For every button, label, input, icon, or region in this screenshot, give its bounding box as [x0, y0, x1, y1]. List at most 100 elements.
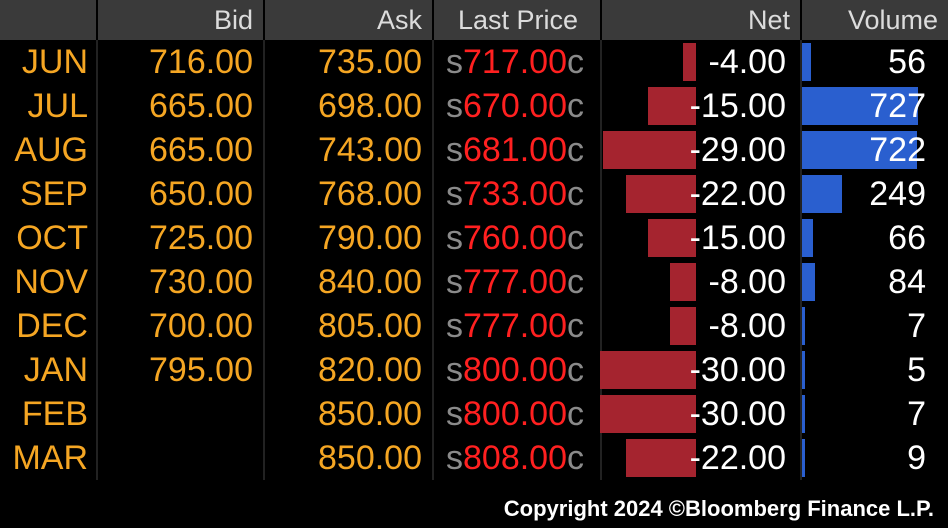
net-change-cell: -30.00: [600, 348, 802, 392]
settle-prefix: s: [446, 130, 463, 169]
last-price-cell: s733.00c: [434, 172, 602, 216]
table-row[interactable]: DEC 700.00 805.00 s777.00c -8.00 7: [0, 304, 948, 348]
volume-cell: 66: [802, 216, 948, 260]
table-row[interactable]: NOV 730.00 840.00 s777.00c -8.00 84: [0, 260, 948, 304]
net-change-bar: [683, 43, 696, 81]
last-price-cell: s777.00c: [434, 260, 602, 304]
bid-cell: [98, 436, 265, 480]
bid-cell: 716.00: [98, 40, 265, 84]
settle-prefix: s: [446, 394, 463, 433]
last-price-cell: s760.00c: [434, 216, 602, 260]
net-change-value: -22.00: [689, 174, 786, 213]
futures-quote-table: Bid Ask Last Price Net Volume JUN 716.00 7…: [0, 0, 948, 480]
last-price-value: 670.00: [463, 86, 567, 125]
volume-bar: [802, 219, 813, 257]
net-change-bar: [600, 351, 696, 389]
settle-prefix: s: [446, 218, 463, 257]
volume-value: 727: [869, 86, 926, 125]
ask-cell: 840.00: [265, 260, 434, 304]
last-price-cell: s670.00c: [434, 84, 602, 128]
volume-cell: 727: [802, 84, 948, 128]
net-change-cell: -15.00: [602, 216, 802, 260]
month-cell: JAN: [0, 348, 98, 392]
settle-prefix: s: [446, 174, 463, 213]
table-row[interactable]: JAN 795.00 820.00 s800.00c -30.00 5: [0, 348, 948, 392]
volume-bar: [802, 43, 811, 81]
bid-column-header[interactable]: Bid: [98, 0, 265, 40]
month-column-header[interactable]: [0, 0, 98, 40]
last-price-cell: s808.00c: [434, 436, 602, 480]
ask-column-header[interactable]: Ask: [265, 0, 434, 40]
month-cell: JUN: [0, 40, 98, 84]
ask-cell: 820.00: [265, 348, 434, 392]
settle-prefix: s: [446, 262, 463, 301]
net-change-cell: -22.00: [602, 436, 802, 480]
close-suffix: c: [567, 218, 584, 257]
net-change-bar: [670, 307, 696, 345]
volume-value: 7: [907, 306, 926, 345]
bid-cell: 650.00: [98, 172, 265, 216]
table-row[interactable]: AUG 665.00 743.00 s681.00c -29.00 722: [0, 128, 948, 172]
settle-prefix: s: [446, 306, 463, 345]
last-price-value: 681.00: [463, 130, 567, 169]
volume-cell: 5: [802, 348, 948, 392]
month-cell: OCT: [0, 216, 98, 260]
table-row[interactable]: MAR 850.00 s808.00c -22.00 9: [0, 436, 948, 480]
net-change-bar: [626, 175, 696, 213]
volume-cell: 84: [802, 260, 948, 304]
ask-cell: 698.00: [265, 84, 434, 128]
month-cell: MAR: [0, 436, 98, 480]
net-change-cell: -8.00: [602, 260, 802, 304]
ask-cell: 790.00: [265, 216, 434, 260]
net-change-value: -4.00: [708, 42, 787, 81]
table-row[interactable]: FEB 850.00 s800.00c -30.00 7: [0, 392, 948, 436]
net-change-cell: -4.00: [602, 40, 802, 84]
net-change-bar: [648, 87, 696, 125]
net-column-header[interactable]: Net: [602, 0, 802, 40]
net-change-cell: -29.00: [602, 128, 802, 172]
settle-prefix: s: [446, 42, 463, 81]
last-price-value: 777.00: [463, 262, 567, 301]
volume-cell: 7: [802, 304, 948, 348]
net-change-value: -8.00: [708, 306, 787, 345]
volume-bar: [802, 395, 805, 433]
close-suffix: c: [567, 86, 584, 125]
month-cell: JUL: [0, 84, 98, 128]
ask-cell: 850.00: [265, 392, 434, 436]
close-suffix: c: [567, 174, 584, 213]
net-change-bar: [603, 131, 696, 169]
volume-value: 5: [907, 350, 926, 389]
close-suffix: c: [567, 306, 584, 345]
volume-value: 56: [888, 42, 926, 81]
close-suffix: c: [567, 350, 584, 389]
volume-column-header[interactable]: Volume: [802, 0, 948, 40]
net-change-cell: -30.00: [600, 392, 802, 436]
close-suffix: c: [567, 438, 584, 477]
table-row[interactable]: OCT 725.00 790.00 s760.00c -15.00 66: [0, 216, 948, 260]
volume-value: 249: [869, 174, 926, 213]
table-row[interactable]: SEP 650.00 768.00 s733.00c -22.00 249: [0, 172, 948, 216]
table-row[interactable]: JUL 665.00 698.00 s670.00c -15.00 727: [0, 84, 948, 128]
net-change-value: -29.00: [689, 130, 786, 169]
quote-rows: JUN 716.00 735.00 s717.00c -4.00 56 JUL 665.00 6…: [0, 40, 948, 480]
close-suffix: c: [567, 130, 584, 169]
bid-cell: 795.00: [98, 348, 265, 392]
net-change-value: -15.00: [689, 218, 786, 257]
last-price-value: 800.00: [463, 350, 567, 389]
net-change-bar: [670, 263, 696, 301]
net-change-value: -8.00: [708, 262, 787, 301]
last-price-value: 777.00: [463, 306, 567, 345]
net-change-cell: -22.00: [602, 172, 802, 216]
volume-cell: 249: [802, 172, 948, 216]
close-suffix: c: [567, 42, 584, 81]
last-price-value: 717.00: [463, 42, 567, 81]
ask-cell: 743.00: [265, 128, 434, 172]
last-price-cell: s800.00c: [434, 392, 602, 436]
last-price-cell: s681.00c: [434, 128, 602, 172]
volume-value: 7: [907, 394, 926, 433]
bid-cell: 730.00: [98, 260, 265, 304]
last-price-column-header[interactable]: Last Price: [434, 0, 602, 40]
volume-value: 9: [907, 438, 926, 477]
net-change-cell: -8.00: [602, 304, 802, 348]
table-row[interactable]: JUN 716.00 735.00 s717.00c -4.00 56: [0, 40, 948, 84]
